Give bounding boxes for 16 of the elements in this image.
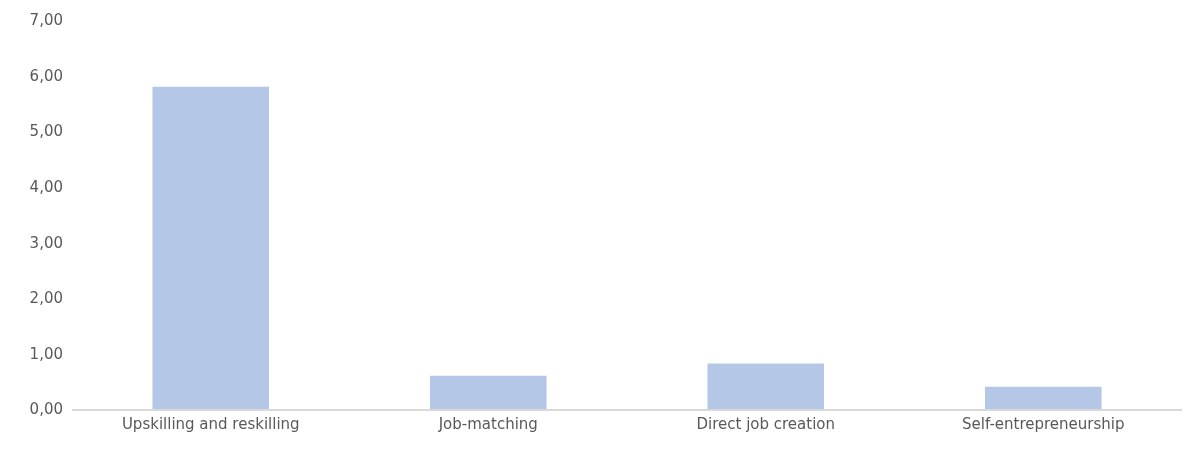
y-tick-label: 5,00 <box>29 122 63 141</box>
x-tick-label: Job-matching <box>437 414 538 433</box>
y-tick-label: 3,00 <box>29 233 63 252</box>
y-tick-label: 6,00 <box>29 66 63 85</box>
bar <box>707 363 825 409</box>
bar <box>984 386 1102 409</box>
x-tick-label: Direct job creation <box>696 414 836 433</box>
y-tick-label: 2,00 <box>29 289 63 308</box>
y-tick-label: 0,00 <box>29 400 63 419</box>
x-tick-label: Upskilling and reskilling <box>121 414 300 433</box>
bar <box>429 375 547 409</box>
y-tick-label: 4,00 <box>29 177 63 196</box>
bar <box>152 86 270 409</box>
x-tick-label: Self-entrepreneurship <box>962 414 1125 433</box>
y-tick-label: 7,00 <box>29 11 63 30</box>
y-tick-label: 1,00 <box>29 344 63 363</box>
